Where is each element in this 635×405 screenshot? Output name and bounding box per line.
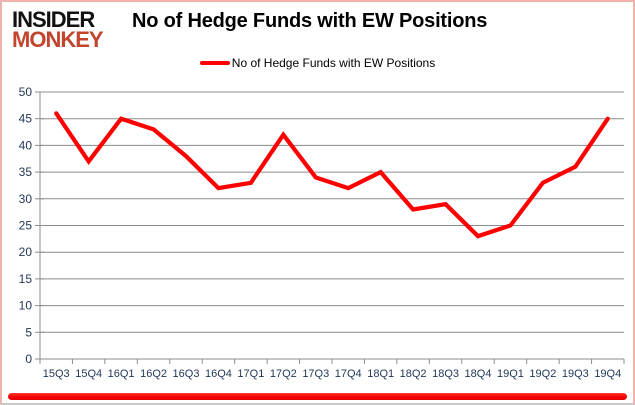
y-axis-tick-label: 0 [25, 352, 32, 366]
x-axis-tick-label: 16Q3 [173, 368, 200, 380]
x-axis-tick-label: 19Q3 [562, 368, 589, 380]
logo-text-insider: INSIDER [12, 7, 95, 32]
x-axis-tick-label: 17Q2 [270, 368, 297, 380]
y-axis-tick-label: 45 [19, 112, 33, 126]
x-axis-tick-label: 18Q2 [400, 368, 427, 380]
page-title: No of Hedge Funds with EW Positions [132, 10, 488, 32]
legend-label: No of Hedge Funds with EW Positions [231, 56, 436, 70]
x-axis-tick-label: 15Q3 [43, 368, 70, 380]
series-line [54, 111, 610, 239]
y-axis-tick-label: 30 [19, 192, 33, 206]
x-axis-tick-label: 16Q4 [205, 368, 232, 380]
y-axis-tick-label: 15 [19, 272, 33, 286]
x-axis-tick-label: 19Q2 [529, 368, 556, 380]
x-axis-tick-label: 16Q2 [140, 368, 167, 380]
x-axis-tick-label: 18Q3 [432, 368, 459, 380]
logo-text-monkey: MONKEY [12, 27, 104, 53]
y-axis-tick-label: 35 [19, 165, 33, 179]
x-axis-tick-label: 19Q1 [497, 368, 524, 380]
x-axis-tick-label: 18Q4 [465, 368, 492, 380]
legend-line-swatch [199, 61, 230, 65]
legend: No of Hedge Funds with EW Positions [2, 56, 633, 70]
x-axis-tick-label: 18Q1 [367, 368, 394, 380]
x-axis-tick-label: 17Q4 [335, 368, 362, 380]
bottom-accent-bar [8, 393, 627, 400]
y-axis-tick-label: 20 [19, 245, 33, 259]
x-axis-tick-label: 17Q1 [237, 368, 264, 380]
y-axis-tick-label: 10 [19, 299, 33, 313]
y-axis-tick-label: 50 [19, 85, 33, 99]
y-axis-tick-label: 25 [19, 219, 33, 233]
y-axis-tick-label: 40 [19, 138, 33, 152]
x-axis-tick-label: 19Q4 [594, 368, 621, 380]
x-axis-tick-label: 16Q1 [108, 368, 135, 380]
y-axis-tick-label: 5 [25, 325, 32, 339]
x-axis-tick-label: 15Q4 [75, 368, 102, 380]
x-axis-tick-label: 17Q3 [302, 368, 329, 380]
insider-monkey-logo: INSIDER MONKEY [12, 7, 104, 53]
